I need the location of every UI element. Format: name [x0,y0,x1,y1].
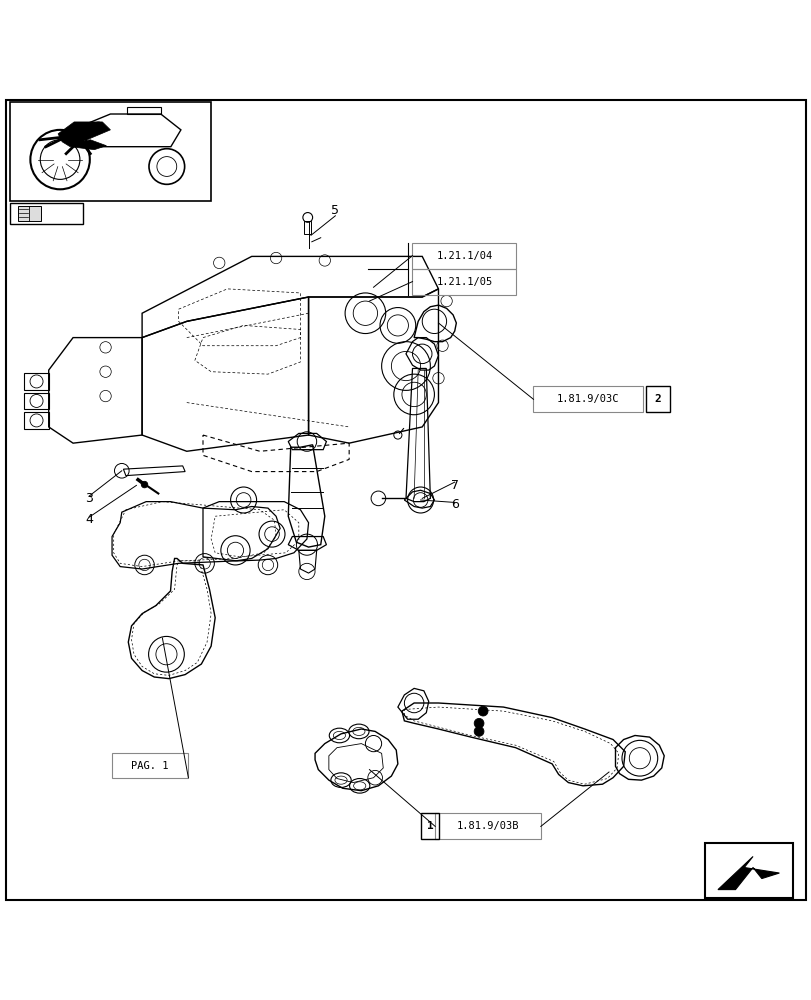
Text: 1.81.9/03B: 1.81.9/03B [457,821,518,831]
Text: 3: 3 [85,492,93,505]
Circle shape [474,718,483,728]
Polygon shape [717,856,779,890]
Circle shape [141,481,148,488]
Text: 6: 6 [450,498,458,511]
Polygon shape [58,122,110,150]
Circle shape [478,706,487,716]
Text: 2: 2 [654,394,660,404]
Text: 7: 7 [450,479,458,492]
Circle shape [474,727,483,736]
Text: 4: 4 [85,513,93,526]
Text: 1.81.9/03C: 1.81.9/03C [556,394,619,404]
Circle shape [92,122,104,134]
Text: PAG. 1: PAG. 1 [131,761,169,771]
Polygon shape [18,206,41,221]
Text: 1.21.1/04: 1.21.1/04 [436,251,492,261]
Text: 1.21.1/05: 1.21.1/05 [436,277,492,287]
Text: 1: 1 [427,821,433,831]
Text: 5: 5 [331,204,339,217]
